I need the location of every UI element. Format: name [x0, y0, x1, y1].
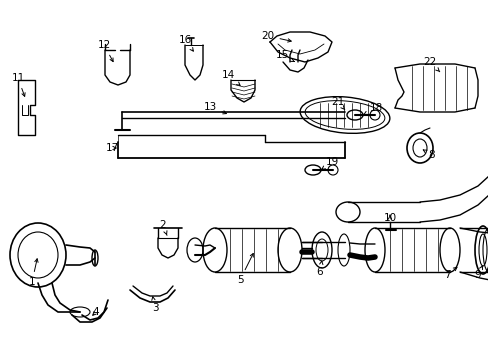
- Text: 18: 18: [363, 103, 382, 114]
- Text: 1: 1: [29, 259, 38, 287]
- Text: 14: 14: [221, 70, 240, 85]
- Text: 22: 22: [423, 57, 439, 72]
- Text: 12: 12: [97, 40, 113, 62]
- Text: 13: 13: [203, 102, 226, 114]
- Text: 16: 16: [178, 35, 193, 51]
- Ellipse shape: [346, 110, 362, 120]
- Text: 11: 11: [11, 73, 25, 96]
- Text: 10: 10: [383, 213, 396, 223]
- Text: 9: 9: [474, 266, 482, 280]
- Text: 3: 3: [151, 297, 158, 313]
- Text: 2: 2: [160, 220, 166, 235]
- Text: 7: 7: [443, 267, 456, 280]
- Text: 4: 4: [93, 307, 99, 317]
- Ellipse shape: [305, 165, 320, 175]
- Text: 21: 21: [331, 97, 344, 110]
- Text: 17: 17: [105, 143, 119, 153]
- Text: 19: 19: [321, 157, 338, 169]
- Text: 20: 20: [261, 31, 291, 42]
- Text: 8: 8: [422, 150, 434, 160]
- Text: 15: 15: [275, 50, 294, 62]
- Text: 5: 5: [236, 253, 253, 285]
- Text: 6: 6: [316, 261, 323, 277]
